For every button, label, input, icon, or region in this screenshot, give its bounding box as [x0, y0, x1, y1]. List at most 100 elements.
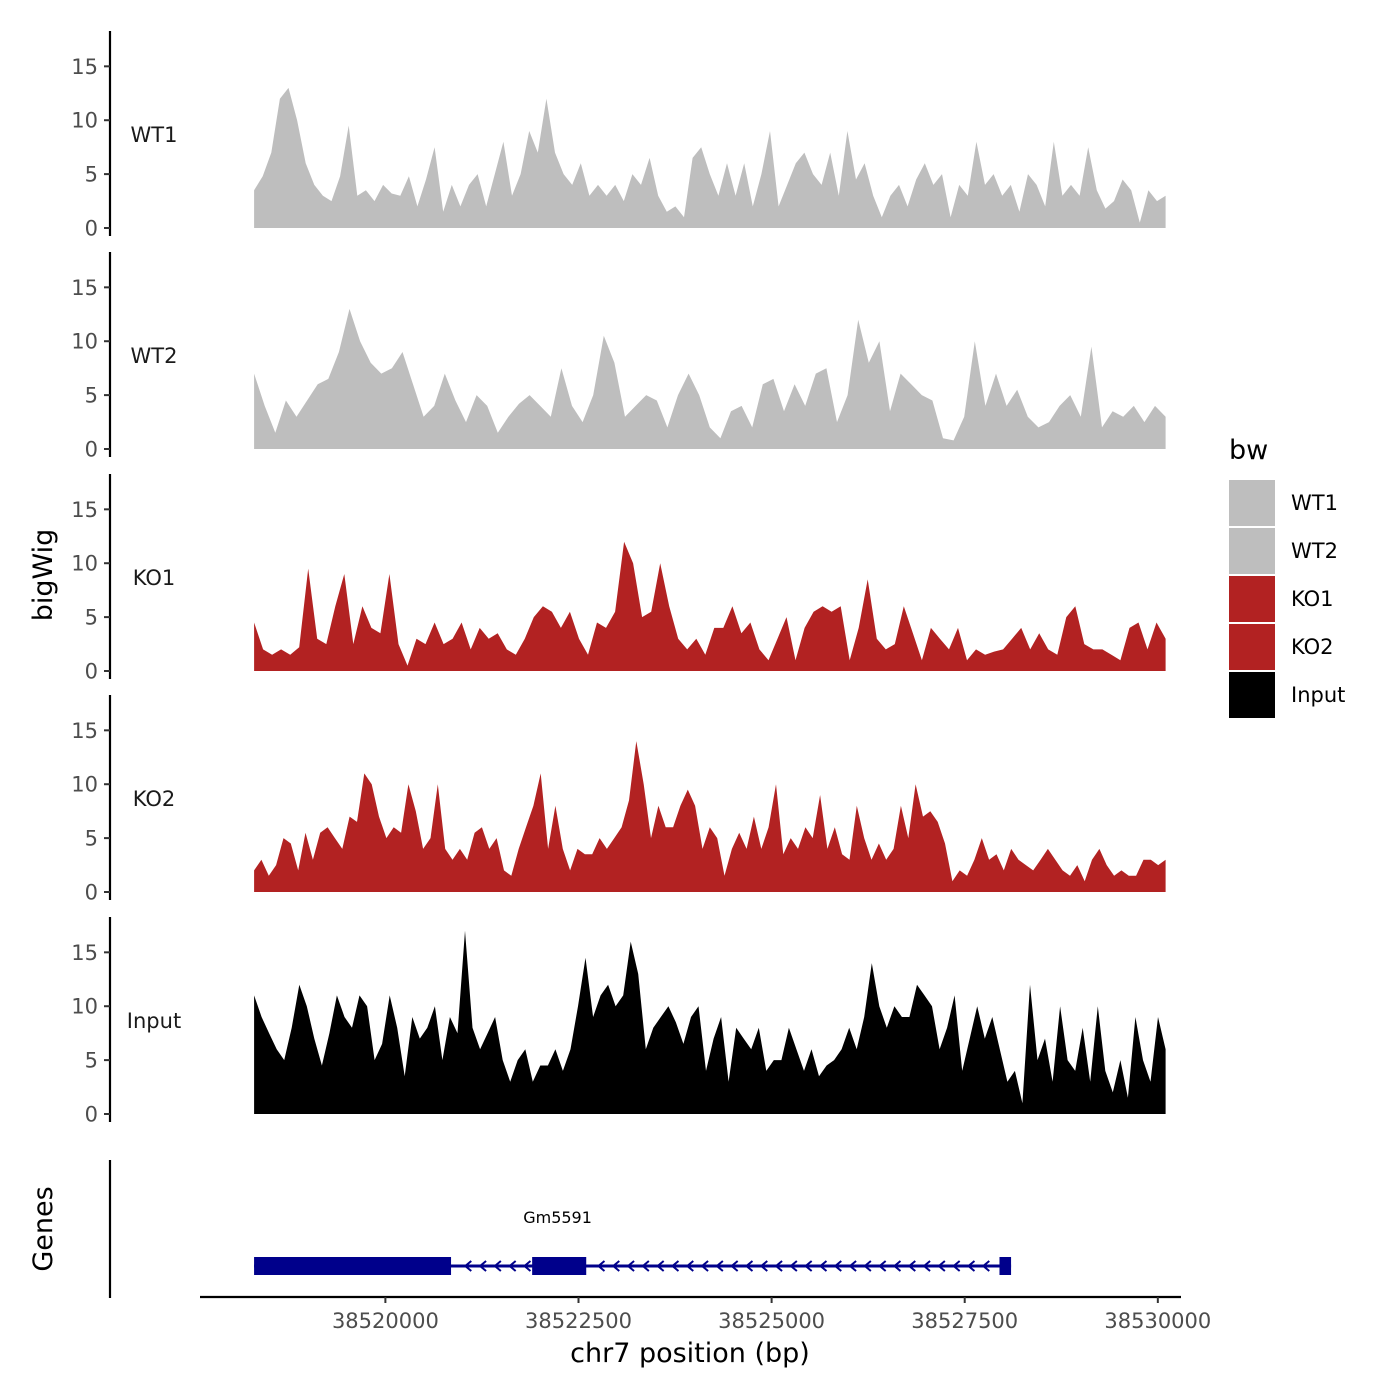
strand-arrow — [478, 1260, 487, 1272]
gene-exon — [254, 1257, 452, 1275]
legend-swatch — [1229, 528, 1275, 574]
x-axis-title: chr7 position (bp) — [570, 1338, 810, 1369]
x-tick-label: 38520000 — [332, 1309, 439, 1333]
legend-swatch — [1229, 672, 1275, 718]
track-wt2: 0 5 10 15 WT2 — [71, 252, 1166, 462]
track-ko1: 0 5 10 15 KO1 — [71, 474, 1166, 684]
y-tick-label: 10 — [71, 773, 98, 797]
legend-item-wt2: WT2 — [1229, 528, 1338, 574]
y-tick-label: 15 — [71, 719, 98, 743]
track-label: KO1 — [133, 566, 176, 590]
legend-title: bw — [1229, 435, 1268, 466]
track-label: Input — [127, 1009, 181, 1033]
strand-arrow — [463, 1260, 472, 1272]
x-tick-label: 38527500 — [911, 1309, 1018, 1333]
y-tick-label: 10 — [71, 109, 98, 133]
strand-arrow — [863, 1260, 872, 1272]
signal-tracks: 0 5 10 15 WT1 0 5 10 15 WT2 0 5 10 15 KO1 0 5 10 15 KO2 0 5 10… — [71, 31, 1166, 1127]
y-tick-label: 0 — [85, 881, 98, 905]
track-label: KO2 — [133, 787, 176, 811]
strand-arrow — [804, 1260, 813, 1272]
y-tick-label: 15 — [71, 276, 98, 300]
y-tick-label: 5 — [85, 384, 98, 408]
y-tick-label: 5 — [85, 1049, 98, 1073]
y-tick-label: 0 — [85, 217, 98, 241]
gene-track: Gm5591 — [108, 1160, 1012, 1298]
y-tick-label: 10 — [71, 330, 98, 354]
x-tick-label: 38522500 — [525, 1309, 632, 1333]
x-axis: 38520000 38522500 38525000 38527500 38530000 — [200, 1295, 1211, 1333]
legend-label: KO1 — [1291, 587, 1334, 611]
strand-arrow — [700, 1260, 709, 1272]
gene-name-label: Gm5591 — [523, 1208, 592, 1227]
y-tick-label: 5 — [85, 606, 98, 630]
legend-swatch — [1229, 624, 1275, 670]
track-input: 0 5 10 15 Input — [71, 917, 1166, 1127]
strand-arrow — [685, 1260, 694, 1272]
strand-arrow — [878, 1260, 887, 1272]
strand-arrow — [818, 1260, 828, 1272]
strand-arrow — [848, 1260, 857, 1272]
track-label: WT2 — [131, 344, 178, 368]
legend-label: KO2 — [1291, 635, 1334, 659]
y-axis-title: bigWig — [28, 529, 59, 622]
area-ko1 — [254, 541, 1166, 671]
strand-arrow — [611, 1260, 620, 1272]
strand-arrow — [774, 1260, 783, 1272]
y-tick-label: 15 — [71, 941, 98, 965]
area-wt1 — [254, 87, 1166, 229]
strand-arrow — [508, 1260, 517, 1272]
legend-label: WT2 — [1291, 539, 1338, 563]
y-tick-label: 0 — [85, 438, 98, 462]
strand-arrow — [759, 1260, 768, 1272]
area-input — [254, 930, 1166, 1114]
strand-arrow — [937, 1260, 946, 1272]
legend-swatch — [1229, 576, 1275, 622]
y-tick-label: 0 — [85, 1103, 98, 1127]
strand-arrow — [907, 1260, 916, 1272]
gene-exon — [532, 1257, 587, 1275]
strand-arrow — [626, 1260, 635, 1272]
strand-arrow — [522, 1260, 532, 1272]
strand-arrow — [670, 1260, 680, 1272]
strand-arrow — [744, 1260, 754, 1272]
strand-arrow — [596, 1260, 606, 1272]
strand-arrow — [715, 1260, 724, 1272]
legend: bw WT1 WT2 KO1 KO2 Input — [1229, 435, 1345, 718]
strand-arrow — [641, 1260, 650, 1272]
x-tick-label: 38525000 — [718, 1309, 825, 1333]
track-label: WT1 — [131, 123, 178, 147]
strand-arrow — [952, 1260, 961, 1272]
legend-label: Input — [1291, 683, 1345, 707]
strand-arrow — [493, 1260, 502, 1272]
y-tick-label: 15 — [71, 55, 98, 79]
legend-item-ko2: KO2 — [1229, 624, 1334, 670]
gene-exon — [999, 1257, 1012, 1275]
y-tick-label: 15 — [71, 498, 98, 522]
strand-arrow — [789, 1260, 798, 1272]
legend-swatch — [1229, 480, 1275, 526]
strand-arrow — [833, 1260, 842, 1272]
gene-track-title: Genes — [28, 1186, 59, 1271]
legend-item-input: Input — [1229, 672, 1345, 718]
strand-arrow — [656, 1260, 665, 1272]
strand-arrow — [892, 1260, 902, 1272]
track-wt1: 0 5 10 15 WT1 — [71, 31, 1166, 241]
y-tick-label: 0 — [85, 660, 98, 684]
y-tick-label: 5 — [85, 827, 98, 851]
strand-arrow — [730, 1260, 739, 1272]
track-ko2: 0 5 10 15 KO2 — [71, 695, 1166, 905]
area-ko2 — [254, 741, 1166, 892]
legend-item-wt1: WT1 — [1229, 480, 1338, 526]
strand-arrow — [981, 1260, 990, 1272]
y-tick-label: 10 — [71, 552, 98, 576]
strand-arrow — [966, 1260, 976, 1272]
strand-arrow — [922, 1260, 931, 1272]
x-tick-label: 38530000 — [1104, 1309, 1211, 1333]
y-tick-label: 5 — [85, 163, 98, 187]
legend-item-ko1: KO1 — [1229, 576, 1334, 622]
y-tick-label: 10 — [71, 995, 98, 1019]
legend-label: WT1 — [1291, 491, 1338, 515]
area-wt2 — [254, 308, 1166, 449]
